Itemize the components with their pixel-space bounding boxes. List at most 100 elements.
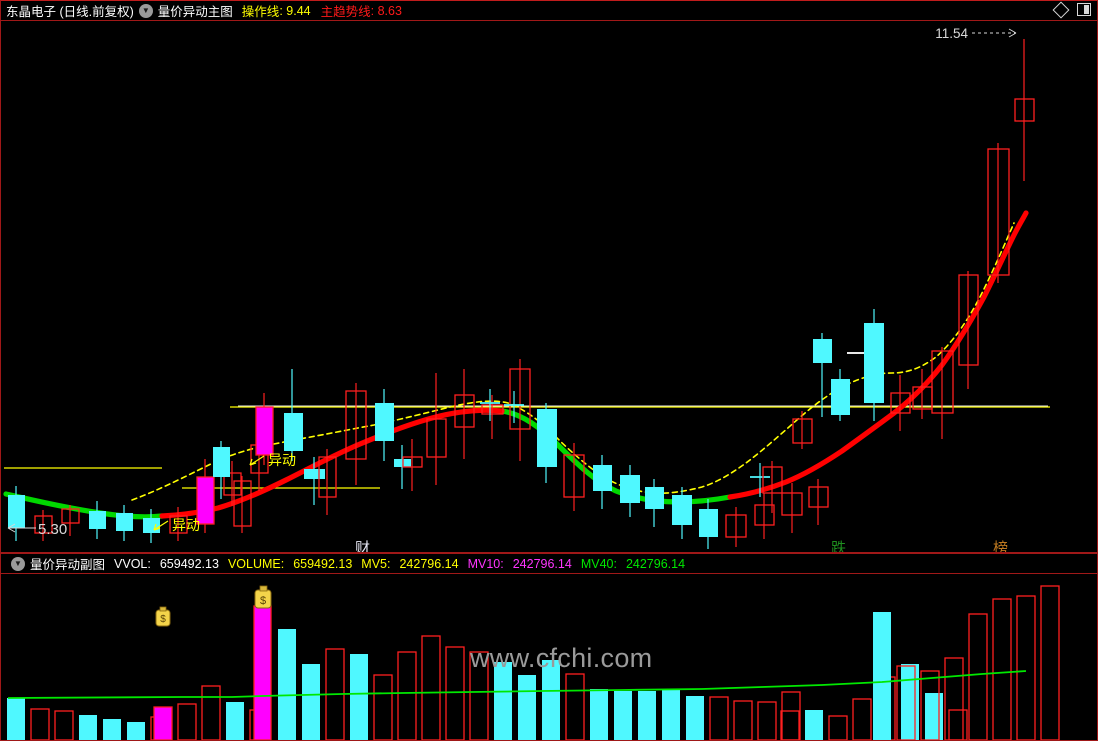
money-bag-icon: $	[155, 606, 171, 627]
volume-bar	[565, 673, 585, 740]
candle	[509, 359, 531, 461]
candle	[672, 487, 692, 539]
candle	[169, 507, 188, 541]
money-bag-icon: $	[254, 585, 272, 609]
svg-text:$: $	[160, 614, 166, 625]
candle	[375, 389, 394, 461]
candle	[987, 143, 1010, 283]
mv40-line	[7, 670, 1027, 699]
candle	[563, 443, 585, 511]
volume-bar	[445, 646, 465, 740]
candle	[8, 486, 25, 541]
volume-bar	[177, 703, 197, 740]
volume-bar	[901, 664, 919, 740]
volume-bar	[7, 698, 25, 740]
volume-bar	[733, 700, 753, 740]
volume-label: VOLUME:	[227, 556, 285, 571]
stock-title: 东晶电子 (日线.前复权)	[6, 5, 134, 19]
candle	[813, 333, 832, 417]
main-trend-line-up-right	[727, 210, 1029, 500]
volume-bar	[614, 691, 632, 740]
candle-anomaly	[255, 393, 274, 465]
volume-bar	[302, 664, 320, 740]
panel-icon[interactable]	[1077, 3, 1091, 16]
candle	[958, 271, 979, 389]
candle	[480, 389, 500, 421]
candle	[808, 479, 829, 525]
volume-bar	[944, 657, 964, 740]
volume-bar	[278, 629, 296, 740]
volume-bar	[805, 710, 823, 740]
candle	[34, 510, 53, 541]
candle	[931, 347, 954, 439]
candle	[61, 505, 80, 536]
candle	[762, 461, 783, 513]
candle	[593, 455, 612, 509]
operation-line-value: 9.44	[286, 3, 311, 18]
volume-bar	[828, 715, 848, 740]
volume-bar	[226, 702, 244, 740]
candle	[699, 499, 718, 549]
candle	[750, 463, 770, 497]
price-label-bottom-text: 5.30	[38, 521, 67, 538]
mark-bang: 榜	[993, 540, 1008, 552]
anomaly-annotation-upper: 异动	[249, 452, 296, 468]
main-price-chart[interactable]: 11.54 5.30 异动 异动 财	[2, 21, 1098, 552]
candle	[89, 501, 106, 539]
volume-bar	[421, 635, 441, 740]
volume-bar	[638, 691, 656, 740]
price-label-bottom: 5.30	[7, 521, 67, 538]
volume-bar	[709, 696, 729, 740]
candle	[213, 441, 230, 499]
price-label-top-text: 11.54	[935, 26, 968, 41]
volume-bar	[920, 670, 940, 740]
mv10-value: 242796.14	[512, 556, 572, 571]
volume-bar	[852, 698, 872, 740]
volume-bar	[127, 722, 145, 740]
main-titlebar: 东晶电子 (日线.前复权) ▼ 量价异动主图 操作线: 9.44 主趋势线: 8…	[1, 1, 1097, 21]
candle	[345, 383, 367, 485]
sub-indicator-name[interactable]: 量价异动副图	[30, 558, 106, 572]
volume-bar	[30, 708, 50, 740]
mv5-label: MV5:	[361, 556, 391, 571]
candle	[890, 375, 911, 431]
chevron-down-icon[interactable]: ▼	[138, 3, 153, 18]
candle	[318, 449, 337, 515]
chevron-down-icon[interactable]: ▼	[11, 556, 25, 571]
volume-bar	[896, 665, 916, 740]
volume-bar	[873, 612, 891, 740]
volume-bar-anomaly	[253, 605, 272, 740]
volume-bar	[780, 710, 800, 740]
anomaly-annotation-lower: 异动	[153, 517, 200, 533]
candle	[304, 457, 325, 505]
candle	[402, 439, 423, 491]
candle	[725, 507, 747, 547]
volume-bar	[1016, 595, 1036, 740]
indicator-name[interactable]: 量价异动主图	[157, 5, 233, 19]
candle	[284, 369, 303, 461]
main-trend-line-down-left	[3, 491, 165, 520]
cost-reference-lines	[4, 406, 1050, 489]
candle	[864, 309, 884, 421]
mv40-value: 242796.14	[625, 556, 686, 571]
anomaly-label-lower: 异动	[172, 517, 200, 533]
volume-bar	[54, 710, 74, 740]
operation-line-label: 操作线	[241, 5, 280, 19]
volume-bar	[948, 709, 968, 740]
volume-bar	[781, 691, 801, 740]
candlestick-series[interactable]	[8, 39, 1035, 549]
volume-bar	[992, 598, 1012, 740]
window-corner-icons	[1052, 1, 1091, 18]
volume-bar	[542, 660, 560, 740]
main-trend-line-label: 主趋势线	[320, 5, 371, 19]
candle	[781, 483, 803, 533]
candle-anomaly	[196, 459, 215, 533]
volume-bar	[757, 701, 777, 740]
diamond-icon[interactable]	[1052, 1, 1070, 18]
volume-bar-anomaly	[153, 706, 173, 740]
sub-titlebar: ▼ 量价异动副图 VVOL: 659492.13 VOLUME: 659492.13…	[1, 554, 1097, 574]
mv5-value: 242796.14	[399, 556, 459, 571]
volume-bar	[494, 662, 512, 740]
volume-bar-chart[interactable]: $ $	[2, 574, 1098, 740]
volume-bar	[686, 696, 704, 740]
